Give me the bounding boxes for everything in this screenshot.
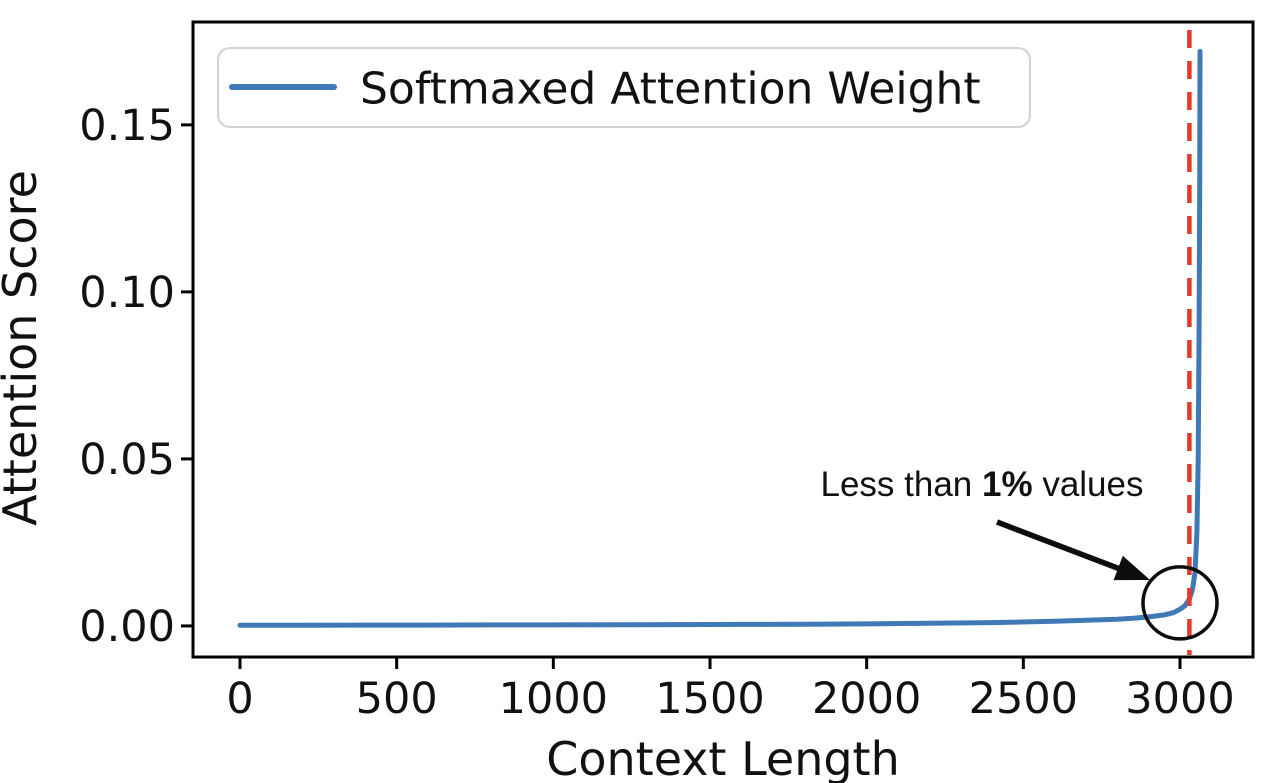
annotation-bold: 1% (982, 465, 1033, 504)
annotation-arrowhead (1113, 555, 1150, 581)
x-tick-label: 3000 (1125, 674, 1234, 724)
legend-label: Softmaxed Attention Weight (360, 64, 981, 115)
y-axis-label: Attention Score (0, 170, 47, 526)
annotation-post: values (1033, 465, 1144, 504)
attention-curve (237, 48, 1203, 628)
y-tick-label: 0.10 (79, 268, 175, 318)
y-tick-label: 0.15 (79, 101, 175, 151)
y-tick-label: 0.00 (79, 602, 175, 652)
x-tick-label: 1000 (499, 674, 608, 724)
annotation-arrow-shaft (996, 519, 1121, 572)
legend-box (217, 47, 1031, 128)
y-tick-label: 0.05 (79, 435, 175, 485)
legend: Softmaxed Attention Weight (217, 47, 1031, 128)
x-tick-label: 1500 (655, 674, 764, 724)
x-tick-label: 2500 (969, 674, 1078, 724)
annotation-circle (1141, 565, 1219, 641)
x-tick-label: 500 (356, 674, 438, 724)
annotation-shapes-layer (996, 519, 1219, 641)
x-axis-label: Context Length (546, 732, 900, 783)
x-tick-label: 0 (226, 674, 253, 724)
x-tick-label: 2000 (812, 674, 921, 724)
axes-spines (191, 20, 1255, 659)
annotation-pre: Less than (821, 465, 983, 504)
annotation-text: Less than 1% values (821, 465, 1144, 504)
